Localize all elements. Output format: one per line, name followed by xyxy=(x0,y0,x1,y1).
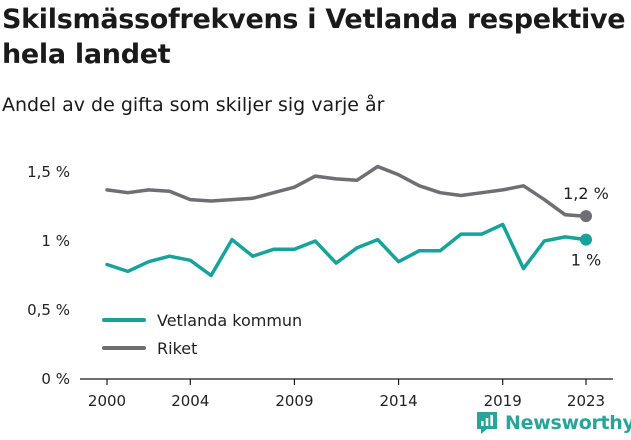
chart-subtitle: Andel av de gifta som skiljer sig varje … xyxy=(2,94,385,116)
series-end-label: 1 % xyxy=(571,251,601,270)
series-line-riket xyxy=(105,164,588,218)
legend-label: Riket xyxy=(157,339,197,358)
legend-label: Vetlanda kommun xyxy=(157,311,302,330)
x-tick-label: 2014 xyxy=(379,392,417,410)
x-tick-label: 2009 xyxy=(275,392,313,410)
newsworthy-logo-icon xyxy=(475,410,499,436)
x-axis: 2000 2004 2009 2014 2019 2023 xyxy=(80,378,613,410)
x-tick-label: 2023 xyxy=(567,392,605,410)
x-tick-label: 2004 xyxy=(171,392,209,410)
series-line-vetlanda xyxy=(105,222,588,278)
x-tick-label: 2000 xyxy=(88,392,126,410)
series-end-point xyxy=(580,210,592,223)
series-end-label: 1,2 % xyxy=(563,184,609,203)
y-tick-label: 0 % xyxy=(41,370,70,388)
y-axis: 0 % 0,5 % 1 % 1,5 % xyxy=(27,163,70,388)
x-tick-label: 2019 xyxy=(484,392,522,410)
series-end-point xyxy=(580,233,592,246)
chart-title: Skilsmässofrekvens i Vetlanda respektive… xyxy=(2,4,626,70)
brand-name: Newsworthy xyxy=(505,412,631,434)
legend: Vetlanda kommun Riket xyxy=(102,311,302,358)
newsworthy-logo: Newsworthy xyxy=(475,408,631,438)
y-tick-label: 1,5 % xyxy=(27,163,70,181)
y-tick-label: 1 % xyxy=(41,232,70,250)
series-layer: 1 % 1,2 % xyxy=(105,164,609,278)
y-tick-label: 0,5 % xyxy=(27,301,70,319)
